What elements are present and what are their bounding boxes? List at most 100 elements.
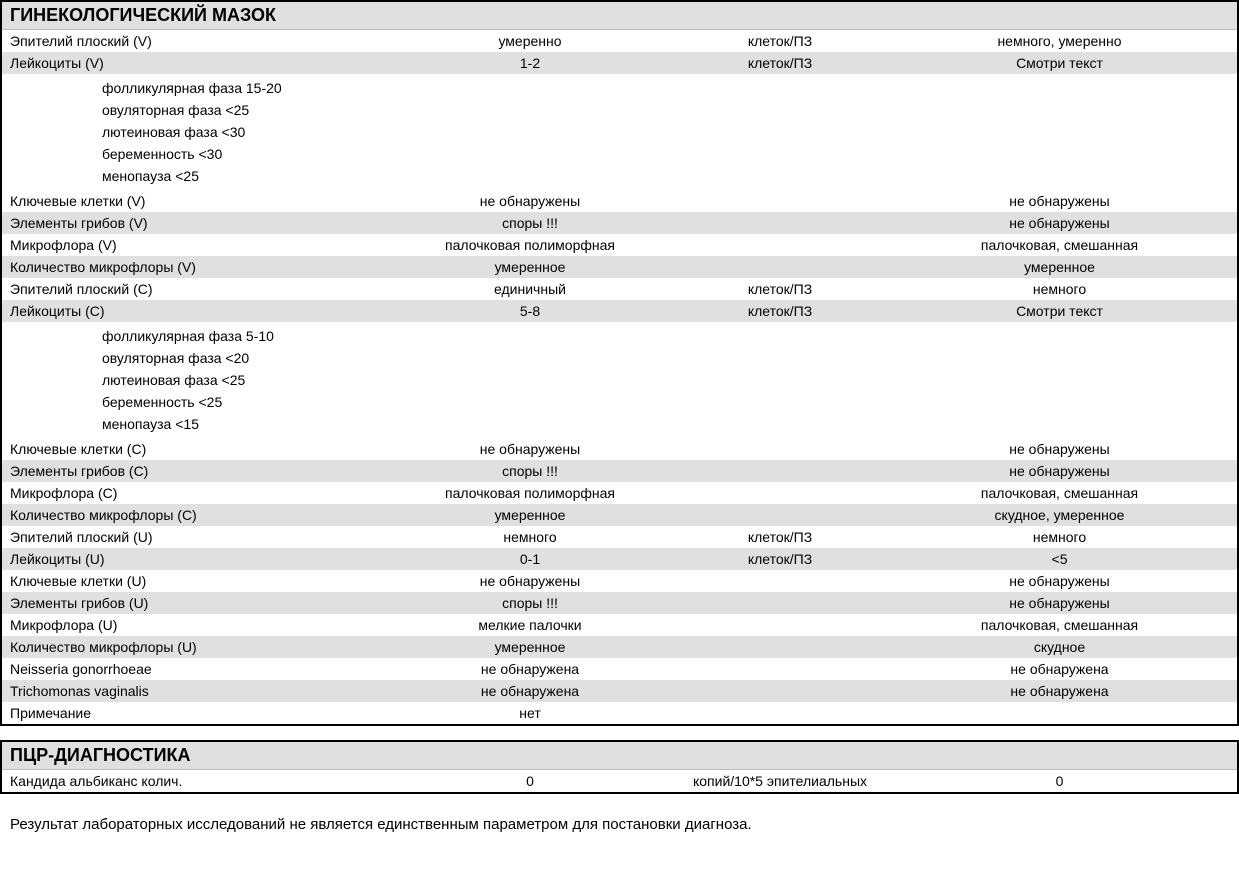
row-value: не обнаружена <box>390 680 670 702</box>
table-row: Эпителий плоский (U)немногоклеток/ПЗнемн… <box>2 526 1237 548</box>
row-name: Trichomonas vaginalis <box>10 680 390 702</box>
row-value: споры !!! <box>390 460 670 482</box>
row-name: Лейкоциты (U) <box>10 548 390 570</box>
row-unit: клеток/ПЗ <box>670 52 890 74</box>
row-unit: копий/10*5 эпителиальных <box>670 770 890 792</box>
reference-sub-line: фолликулярная фаза 15-20 <box>102 77 1237 99</box>
section-gyn-smear: ГИНЕКОЛОГИЧЕСКИЙ МАЗОК Эпителий плоский … <box>0 0 1239 726</box>
table-row: Примечаниенет <box>2 702 1237 724</box>
reference-sub-block: фолликулярная фаза 5-10овуляторная фаза … <box>2 322 1237 438</box>
row-unit <box>670 592 890 614</box>
row-unit: клеток/ПЗ <box>670 548 890 570</box>
table-row: Элементы грибов (U)споры !!!не обнаружен… <box>2 592 1237 614</box>
row-value: умеренное <box>390 636 670 658</box>
row-value: 1-2 <box>390 52 670 74</box>
row-name: Количество микрофлоры (U) <box>10 636 390 658</box>
reference-sub-line: беременность <30 <box>102 143 1237 165</box>
row-reference: Смотри текст <box>890 300 1229 322</box>
row-value: 0-1 <box>390 548 670 570</box>
row-name: Neisseria gonorrhoeae <box>10 658 390 680</box>
table-row: Ключевые клетки (U)не обнаруженыне обнар… <box>2 570 1237 592</box>
row-name: Количество микрофлоры (C) <box>10 504 390 526</box>
row-value: споры !!! <box>390 592 670 614</box>
row-name: Ключевые клетки (V) <box>10 190 390 212</box>
table-row: Микрофлора (U)мелкие палочкипалочковая, … <box>2 614 1237 636</box>
table-row: Ключевые клетки (C)не обнаруженыне обнар… <box>2 438 1237 460</box>
row-reference: не обнаружены <box>890 212 1229 234</box>
row-name: Эпителий плоский (U) <box>10 526 390 548</box>
row-reference: <5 <box>890 548 1229 570</box>
row-unit <box>670 460 890 482</box>
row-unit <box>670 658 890 680</box>
row-reference: 0 <box>890 770 1229 792</box>
reference-sub-line: менопауза <15 <box>102 413 1237 435</box>
row-value: умеренное <box>390 504 670 526</box>
row-name: Ключевые клетки (U) <box>10 570 390 592</box>
row-reference: не обнаружены <box>890 592 1229 614</box>
row-value: палочковая полиморфная <box>390 234 670 256</box>
row-unit <box>670 190 890 212</box>
row-name: Лейкоциты (V) <box>10 52 390 74</box>
section-title-2: ПЦР-ДИАГНОСТИКА <box>2 742 1237 770</box>
table-row: Кандида альбиканс колич.0копий/10*5 эпит… <box>2 770 1237 792</box>
reference-sub-line: фолликулярная фаза 5-10 <box>102 325 1237 347</box>
row-unit <box>670 614 890 636</box>
table-row: Лейкоциты (V)1-2клеток/ПЗСмотри текст <box>2 52 1237 74</box>
reference-sub-block: фолликулярная фаза 15-20овуляторная фаза… <box>2 74 1237 190</box>
row-unit <box>670 570 890 592</box>
row-reference: скудное <box>890 636 1229 658</box>
row-name: Эпителий плоский (V) <box>10 30 390 52</box>
row-value: споры !!! <box>390 212 670 234</box>
row-reference: не обнаружены <box>890 570 1229 592</box>
row-unit: клеток/ПЗ <box>670 30 890 52</box>
table-row: Trichomonas vaginalisне обнаруженане обн… <box>2 680 1237 702</box>
row-value: не обнаружены <box>390 438 670 460</box>
table-row: Элементы грибов (C)споры !!! не обнаружен… <box>2 460 1237 482</box>
reference-sub-line: овуляторная фаза <25 <box>102 99 1237 121</box>
row-reference <box>890 702 1229 724</box>
row-value: 0 <box>390 770 670 792</box>
table-row: Количество микрофлоры (C)умеренное скудно… <box>2 504 1237 526</box>
table-row: Ключевые клетки (V)не обнаруженыне обнар… <box>2 190 1237 212</box>
row-name: Элементы грибов (C) <box>10 460 390 482</box>
row-reference: палочковая, смешанная <box>890 234 1229 256</box>
row-reference: скудное, умеренное <box>890 504 1229 526</box>
row-value: не обнаружена <box>390 658 670 680</box>
row-unit <box>670 636 890 658</box>
row-reference: не обнаружена <box>890 680 1229 702</box>
row-reference: не обнаружены <box>890 460 1229 482</box>
row-name: Ключевые клетки (C) <box>10 438 390 460</box>
row-value: мелкие палочки <box>390 614 670 636</box>
row-reference: палочковая, смешанная <box>890 482 1229 504</box>
row-reference: Смотри текст <box>890 52 1229 74</box>
row-unit <box>670 212 890 234</box>
row-value: умеренно <box>390 30 670 52</box>
footer-note: Результат лабораторных исследований не я… <box>0 808 1239 841</box>
row-name: Микрофлора (V) <box>10 234 390 256</box>
row-reference: не обнаружены <box>890 190 1229 212</box>
row-reference: немного <box>890 278 1229 300</box>
row-value: нет <box>390 702 670 724</box>
row-reference: не обнаружена <box>890 658 1229 680</box>
row-reference: немного <box>890 526 1229 548</box>
row-value: 5-8 <box>390 300 670 322</box>
row-reference: палочковая, смешанная <box>890 614 1229 636</box>
table-row: Микрофлора (V)палочковая полиморфная пало… <box>2 234 1237 256</box>
reference-sub-line: овуляторная фаза <20 <box>102 347 1237 369</box>
row-name: Примечание <box>10 702 390 724</box>
table-row: Лейкоциты (U)0-1клеток/ПЗ<5 <box>2 548 1237 570</box>
section-1-rows: Эпителий плоский (V)умеренноклеток/ПЗнем… <box>2 30 1237 724</box>
row-value: не обнаружены <box>390 570 670 592</box>
row-unit: клеток/ПЗ <box>670 300 890 322</box>
table-row: Лейкоциты (C)5-8клеток/ПЗСмотри текст <box>2 300 1237 322</box>
section-pcr: ПЦР-ДИАГНОСТИКА Кандида альбиканс колич.… <box>0 740 1239 794</box>
row-unit <box>670 702 890 724</box>
row-unit: клеток/ПЗ <box>670 526 890 548</box>
reference-sub-line: лютеиновая фаза <30 <box>102 121 1237 143</box>
section-2-rows: Кандида альбиканс колич.0копий/10*5 эпит… <box>2 770 1237 792</box>
reference-sub-line: лютеиновая фаза <25 <box>102 369 1237 391</box>
row-value: умеренное <box>390 256 670 278</box>
row-reference: немного, умеренно <box>890 30 1229 52</box>
row-unit <box>670 438 890 460</box>
row-name: Микрофлора (C) <box>10 482 390 504</box>
